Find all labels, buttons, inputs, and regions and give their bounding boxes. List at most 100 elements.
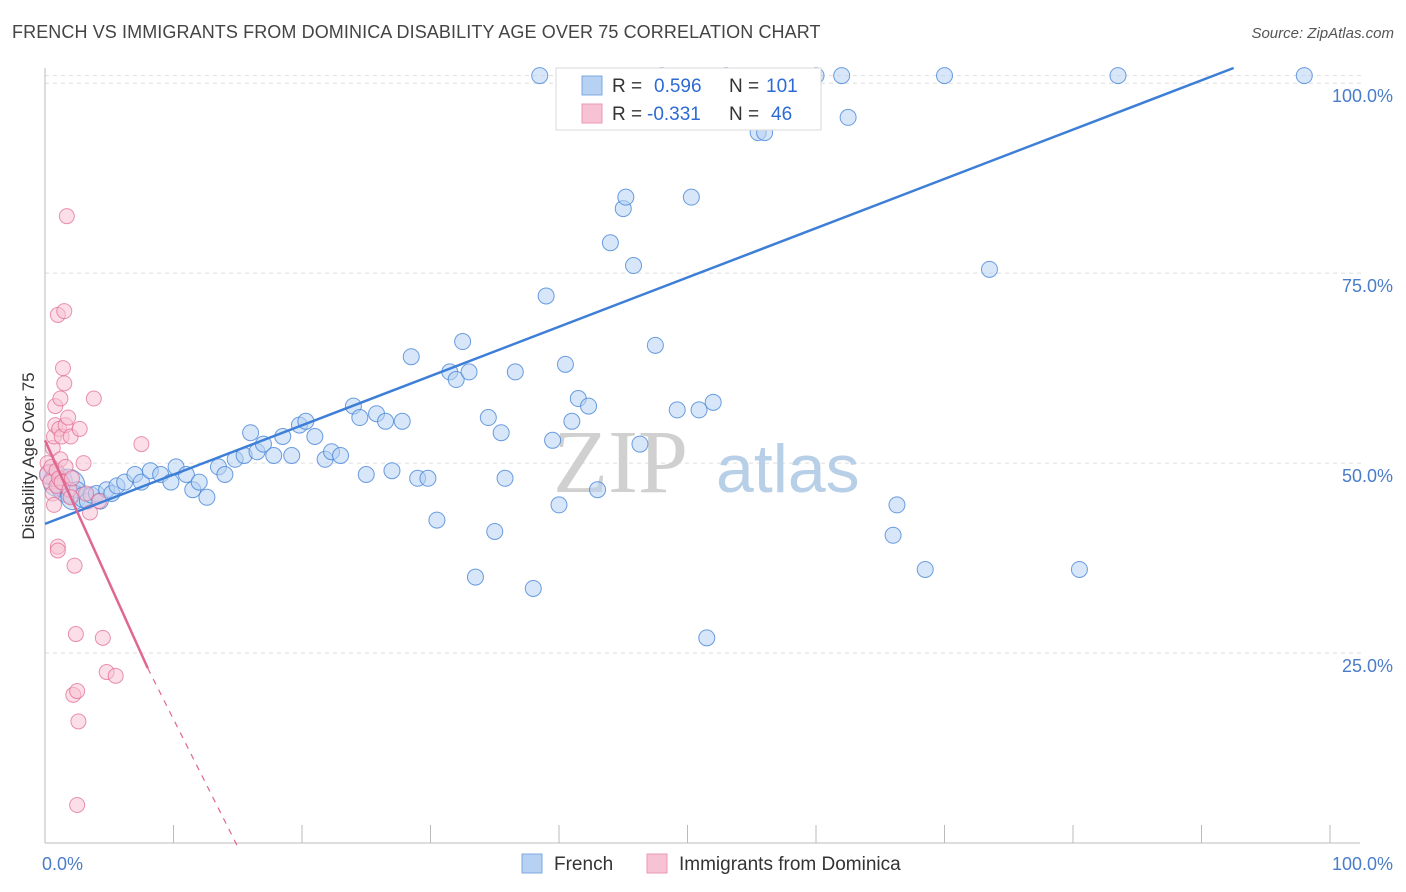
- french-point: [625, 257, 643, 275]
- watermark: ZIP atlas: [553, 413, 860, 512]
- dominica-point: [58, 208, 75, 225]
- dominica-point: [85, 390, 102, 407]
- dominica-point: [49, 542, 66, 559]
- french-point: [377, 412, 395, 430]
- french-point: [383, 462, 401, 480]
- y-tick-label: 75.0%: [1342, 276, 1393, 296]
- legend-french-swatch: [581, 75, 603, 96]
- trend-lines: [43, 66, 1235, 848]
- gridlines: [45, 75, 1365, 654]
- dominica-point: [66, 557, 83, 574]
- french-point: [306, 428, 324, 446]
- legend-dominica-r-label: R =: [612, 104, 642, 125]
- dominica-point: [70, 713, 87, 730]
- dominica-point: [52, 390, 69, 407]
- french-point: [690, 401, 708, 419]
- legend-dominica-n-value: 46: [771, 104, 792, 125]
- french-point: [447, 371, 465, 389]
- french-point: [980, 260, 998, 278]
- french-point: [544, 431, 562, 449]
- dominica-point: [94, 629, 111, 646]
- french-point: [283, 447, 301, 464]
- french-point: [492, 424, 510, 442]
- french-point: [556, 355, 574, 373]
- legend-bottom-french-label: French: [554, 854, 613, 875]
- y-tick-label: 25.0%: [1342, 656, 1393, 676]
- french-points: [39, 67, 1313, 647]
- french-trend-line: [44, 66, 1235, 526]
- dominica-point: [75, 455, 92, 472]
- french-point: [698, 629, 716, 647]
- french-point: [524, 579, 542, 597]
- dominica-point: [78, 485, 95, 502]
- french-point: [668, 401, 686, 419]
- french-point: [580, 397, 598, 415]
- legend-bottom-dominica-swatch: [646, 853, 668, 874]
- dominica-point: [69, 683, 86, 700]
- legend-bottom: French Immigrants from Dominica: [521, 853, 901, 875]
- french-point: [888, 496, 906, 514]
- french-point: [419, 469, 437, 487]
- french-point: [460, 363, 478, 381]
- watermark-atlas: atlas: [716, 431, 860, 507]
- french-point: [402, 348, 420, 366]
- dominica-trend-line: [43, 439, 149, 669]
- french-point: [332, 447, 350, 464]
- y-axis-label: Disability Age Over 75: [19, 372, 38, 539]
- dominica-point: [71, 420, 88, 437]
- legend-dominica-swatch: [581, 103, 603, 124]
- french-point: [646, 336, 664, 354]
- french-point: [704, 393, 722, 411]
- french-point: [428, 511, 446, 529]
- french-point: [393, 412, 411, 430]
- dominica-point: [54, 360, 71, 377]
- x-tick-labels: 0.0% 100.0%: [42, 854, 1393, 874]
- legend-dominica-r-value: -0.331: [647, 104, 701, 125]
- french-point: [496, 469, 514, 487]
- legend-bottom-french-swatch: [521, 853, 543, 874]
- y-tick-label: 100.0%: [1332, 86, 1393, 106]
- dominica-point: [56, 375, 73, 392]
- french-point: [884, 526, 902, 544]
- french-point: [682, 188, 700, 206]
- french-point: [550, 496, 568, 514]
- french-point: [833, 67, 851, 85]
- dominica-point: [56, 303, 73, 320]
- french-point: [601, 234, 619, 252]
- dominica-point: [133, 436, 150, 453]
- french-point: [631, 435, 649, 453]
- french-point: [916, 560, 934, 578]
- french-point: [537, 287, 555, 305]
- legend-bottom-dominica-label: Immigrants from Dominica: [679, 854, 901, 875]
- legend-french-r-value: 0.596: [654, 76, 702, 97]
- french-point: [454, 333, 472, 351]
- dominica-point: [63, 470, 80, 487]
- legend-french-n-label: N =: [729, 76, 759, 97]
- french-point: [589, 481, 607, 499]
- french-point: [351, 409, 369, 427]
- y-tick-label: 50.0%: [1342, 466, 1393, 486]
- y-tick-labels: 25.0% 50.0% 75.0% 100.0%: [1332, 86, 1393, 676]
- french-point: [936, 67, 953, 85]
- french-point: [357, 465, 375, 483]
- dominica-point: [69, 797, 86, 814]
- source-label: Source: ZipAtlas.com: [1251, 25, 1394, 42]
- x-tick-label-max: 100.0%: [1332, 854, 1393, 874]
- dominica-point: [60, 409, 77, 426]
- dominica-points: [38, 208, 150, 814]
- french-point: [486, 522, 504, 540]
- french-point: [216, 465, 234, 483]
- french-point: [190, 473, 208, 491]
- watermark-zip: ZIP: [553, 413, 688, 512]
- french-point: [1295, 67, 1313, 85]
- french-point: [198, 488, 216, 506]
- french-point: [265, 447, 283, 464]
- french-point: [531, 67, 549, 85]
- legend-french-r-label: R =: [612, 76, 642, 97]
- french-point: [479, 409, 497, 427]
- dominica-point: [67, 626, 84, 643]
- axes: [44, 68, 1360, 844]
- french-point: [1109, 67, 1127, 85]
- chart-title: FRENCH VS IMMIGRANTS FROM DOMINICA DISAB…: [12, 22, 821, 42]
